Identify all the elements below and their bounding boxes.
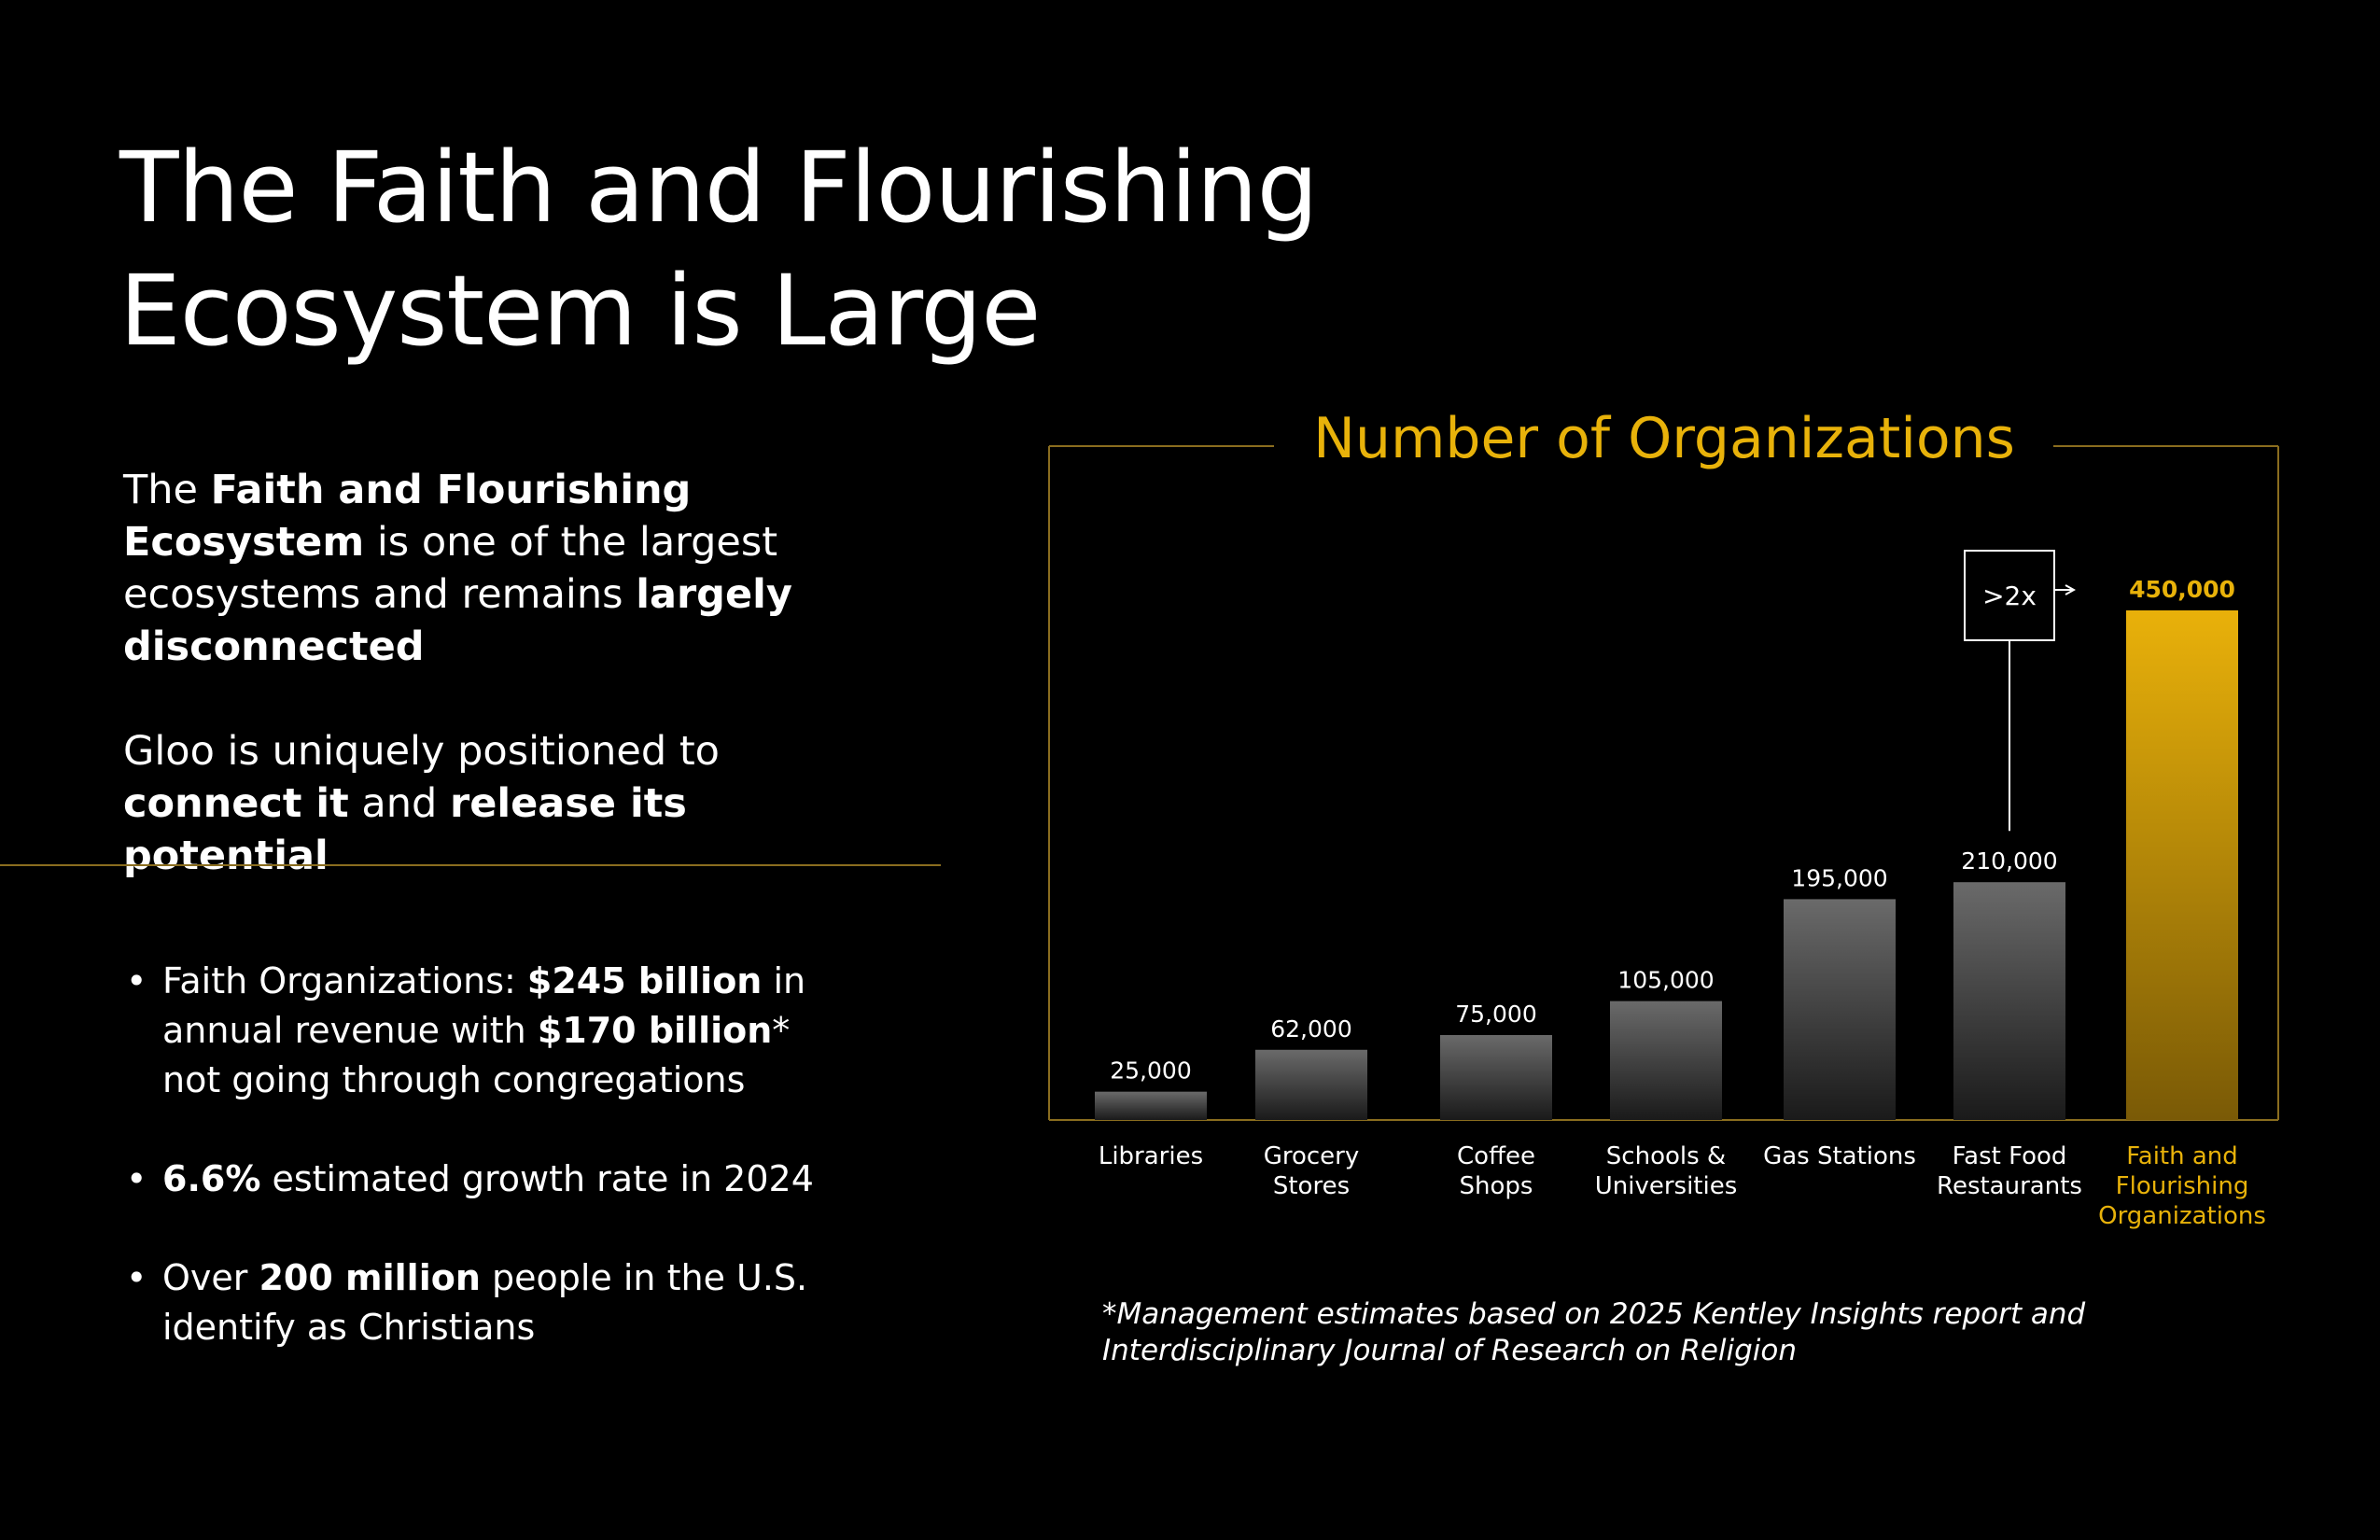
category-label: Libraries bbox=[1099, 1142, 1203, 1170]
intro-p1-text-2: is one of the largest ecosystems and rem… bbox=[123, 519, 778, 618]
bar-value-label: 195,000 bbox=[1791, 864, 1887, 891]
category-label: Gas Stations bbox=[1763, 1142, 1916, 1170]
slide-title-line-1: The Faith and Flourishing bbox=[119, 131, 1319, 245]
bar-value-label: 105,000 bbox=[1617, 967, 1714, 994]
category-label: Flourishing bbox=[2116, 1172, 2249, 1200]
slide-title: The Faith and Flourishing Ecosystem is L… bbox=[119, 126, 1333, 372]
bullet-marker: • bbox=[126, 1257, 147, 1298]
category-label: Fast Food bbox=[1953, 1142, 2067, 1170]
intro-p2-bold-1: connect it bbox=[123, 780, 349, 827]
bar bbox=[1610, 1001, 1722, 1120]
bar bbox=[1953, 882, 2065, 1120]
category-label: Organizations bbox=[2098, 1202, 2266, 1230]
section-divider bbox=[0, 864, 941, 866]
annotation-label: >2x bbox=[1982, 581, 2037, 611]
bullet-bold: 200 million bbox=[259, 1257, 481, 1298]
bar-value-label: 450,000 bbox=[2129, 576, 2235, 603]
intro-p2-text-2: and bbox=[348, 780, 450, 827]
bullet-text: Faith Organizations: bbox=[162, 960, 527, 1001]
bullet-text: * not going through congregations bbox=[162, 1010, 791, 1100]
bullet-text: Over bbox=[162, 1257, 259, 1298]
bar-value-label: 75,000 bbox=[1455, 1001, 1536, 1028]
chart-title: Number of Organizations bbox=[1313, 406, 2015, 471]
footnote: *Management estimates based on 2025 Kent… bbox=[1102, 1296, 2129, 1369]
bullet-marker: • bbox=[126, 960, 147, 1001]
annotation-box bbox=[1964, 550, 2055, 641]
bullet-item-christians: • Over 200 million people in the U.S. ide… bbox=[123, 1253, 833, 1352]
intro-p1-bold-2: largely disconnected bbox=[123, 571, 792, 670]
category-label: Schools & bbox=[1606, 1142, 1726, 1170]
category-label: Faith and bbox=[2126, 1142, 2238, 1170]
category-label: Restaurants bbox=[1937, 1172, 2082, 1200]
intro-paragraph-2: Gloo is uniquely positioned to connect i… bbox=[123, 725, 889, 882]
footnote-line-1: *Management estimates based on 2025 Kent… bbox=[1102, 1297, 2086, 1331]
bullet-bold: $170 billion bbox=[537, 1010, 773, 1051]
bar-value-label: 25,000 bbox=[1110, 1057, 1191, 1085]
bullet-item-growth: • 6.6% estimated growth rate in 2024 bbox=[123, 1155, 833, 1204]
bullet-bold: 6.6% bbox=[162, 1158, 261, 1199]
bar-value-label: 62,000 bbox=[1270, 1015, 1351, 1043]
bullet-marker: • bbox=[126, 1158, 147, 1199]
bar bbox=[1440, 1035, 1552, 1120]
bar bbox=[2126, 610, 2238, 1120]
bullet-text: in annual revenue with bbox=[162, 960, 806, 1051]
intro-p1-text-1: The bbox=[123, 467, 211, 513]
bar bbox=[1095, 1091, 1207, 1120]
intro-p2-text-1: Gloo is uniquely positioned to bbox=[123, 728, 720, 775]
bullet-bold: $245 billion bbox=[526, 960, 763, 1001]
bullet-text: estimated growth rate in 2024 bbox=[260, 1158, 814, 1199]
category-label: Coffee bbox=[1457, 1142, 1535, 1170]
intro-text: The Faith and Flourishing Ecosystem is o… bbox=[123, 464, 889, 934]
intro-p2-bold-2: release its potential bbox=[123, 780, 687, 879]
bar bbox=[1784, 899, 1896, 1120]
intro-paragraph-1: The Faith and Flourishing Ecosystem is o… bbox=[123, 464, 889, 673]
chart-annotation: >2x bbox=[1964, 550, 2074, 832]
bar-value-label: 210,000 bbox=[1961, 847, 2057, 875]
bullet-item-revenue: • Faith Organizations: $245 billion in an… bbox=[123, 957, 833, 1105]
intro-p1-bold-1: Faith and Flourishing Ecosystem bbox=[123, 467, 692, 566]
slide-title-line-2: Ecosystem is Large bbox=[119, 254, 1041, 368]
category-label: Grocery bbox=[1264, 1142, 1360, 1170]
bullet-text: people in the U.S. identify as Christian… bbox=[162, 1257, 808, 1348]
category-label: Universities bbox=[1595, 1172, 1738, 1200]
category-label: Shops bbox=[1460, 1172, 1533, 1200]
category-label: Stores bbox=[1273, 1172, 1350, 1200]
bullet-list: • Faith Organizations: $245 billion in an… bbox=[123, 957, 833, 1402]
bar bbox=[1255, 1049, 1367, 1120]
footnote-line-2: Interdisciplinary Journal of Research on… bbox=[1102, 1334, 1798, 1367]
